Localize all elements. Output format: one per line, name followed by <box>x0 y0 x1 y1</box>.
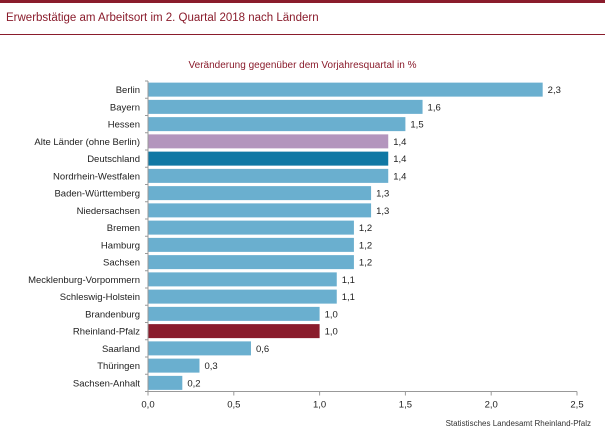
category-label-sachsen: Sachsen <box>103 258 140 269</box>
bar-sachsen <box>148 255 354 270</box>
value-label-berlin: 2,3 <box>548 85 561 96</box>
bar-sachsen-anhalt <box>148 375 183 390</box>
bar-bayern <box>148 99 423 114</box>
x-tick-label: 2,5 <box>570 400 583 411</box>
bar-hessen <box>148 117 406 132</box>
page-title: Erwerbstätige am Arbeitsort im 2. Quarta… <box>6 12 319 24</box>
category-label-mecklenburg-vorpommern: Mecklenburg-Vorpommern <box>28 275 140 286</box>
value-label-bremen: 1,2 <box>359 223 372 234</box>
value-label-nordrhein-westfalen: 1,4 <box>393 171 406 182</box>
chart-title: Veränderung gegenüber dem Vorjahresquart… <box>188 60 417 71</box>
title-divider <box>0 34 605 35</box>
bar-hamburg <box>148 237 354 252</box>
category-label-alte-laender-ohne-berlin: Alte Länder (ohne Berlin) <box>34 137 140 148</box>
category-label-schleswig-holstein: Schleswig-Holstein <box>60 292 140 303</box>
value-label-thueringen: 0,3 <box>204 361 217 372</box>
category-label-saarland: Saarland <box>102 344 140 355</box>
bar-rheinland-pfalz <box>148 324 320 339</box>
x-tick-label: 1,0 <box>313 400 326 411</box>
value-label-schleswig-holstein: 1,1 <box>342 292 355 303</box>
bar-schleswig-holstein <box>148 289 337 304</box>
value-label-alte-laender-ohne-berlin: 1,4 <box>393 137 406 148</box>
value-label-sachsen-anhalt: 0,2 <box>187 378 200 389</box>
value-label-niedersachsen: 1,3 <box>376 206 389 217</box>
category-label-nordrhein-westfalen: Nordrhein-Westfalen <box>53 171 140 182</box>
x-tick-label: 0,0 <box>141 400 154 411</box>
bar-brandenburg <box>148 306 320 321</box>
value-label-saarland: 0,6 <box>256 344 269 355</box>
category-label-brandenburg: Brandenburg <box>85 309 140 320</box>
axes-group: Berlin Bayern Hessen Alte Länder (ohne Berl… <box>28 80 584 411</box>
value-label-baden-wuerttemberg: 1,3 <box>376 189 389 200</box>
x-tick-label: 1,5 <box>399 400 412 411</box>
value-label-brandenburg: 1,0 <box>325 309 338 320</box>
value-label-bayern: 1,6 <box>428 102 441 113</box>
bars-group: 2,3 1,6 1,5 1,4 1,4 1,4 1,3 1,3 1,2 1,2 1,2 1,1 1,1 1… <box>148 82 561 390</box>
bar-berlin <box>148 82 543 97</box>
bar-thueringen <box>148 358 200 373</box>
source-note: Statistisches Landesamt Rheinland-Pfalz <box>445 419 591 428</box>
bar-deutschland <box>148 151 389 166</box>
category-label-deutschland: Deutschland <box>87 154 140 165</box>
category-label-bayern: Bayern <box>110 102 140 113</box>
category-label-hamburg: Hamburg <box>101 240 140 251</box>
bar-bremen <box>148 220 354 235</box>
value-label-sachsen: 1,2 <box>359 258 372 269</box>
category-label-niedersachsen: Niedersachsen <box>77 206 140 217</box>
bar-mecklenburg-vorpommern <box>148 272 337 287</box>
bar-baden-wuerttemberg <box>148 186 372 201</box>
x-tick-label: 2,0 <box>485 400 498 411</box>
top-accent-bar <box>0 0 605 3</box>
bar-nordrhein-westfalen <box>148 168 389 183</box>
value-label-mecklenburg-vorpommern: 1,1 <box>342 275 355 286</box>
bar-niedersachsen <box>148 203 372 218</box>
x-tick-label: 0,5 <box>227 400 240 411</box>
bar-saarland <box>148 341 251 356</box>
category-label-thueringen: Thüringen <box>97 361 140 372</box>
value-label-hessen: 1,5 <box>410 120 423 131</box>
value-label-hamburg: 1,2 <box>359 240 372 251</box>
category-label-bremen: Bremen <box>107 223 140 234</box>
value-label-deutschland: 1,4 <box>393 154 406 165</box>
category-label-rheinland-pfalz: Rheinland-Pfalz <box>73 327 140 338</box>
category-label-baden-wuerttemberg: Baden-Württemberg <box>54 189 140 200</box>
value-label-rheinland-pfalz: 1,0 <box>325 327 338 338</box>
category-label-berlin: Berlin <box>116 85 140 96</box>
category-label-hessen: Hessen <box>108 120 140 131</box>
bar-alte-laender-ohne-berlin <box>148 134 389 149</box>
category-label-sachsen-anhalt: Sachsen-Anhalt <box>73 378 140 389</box>
